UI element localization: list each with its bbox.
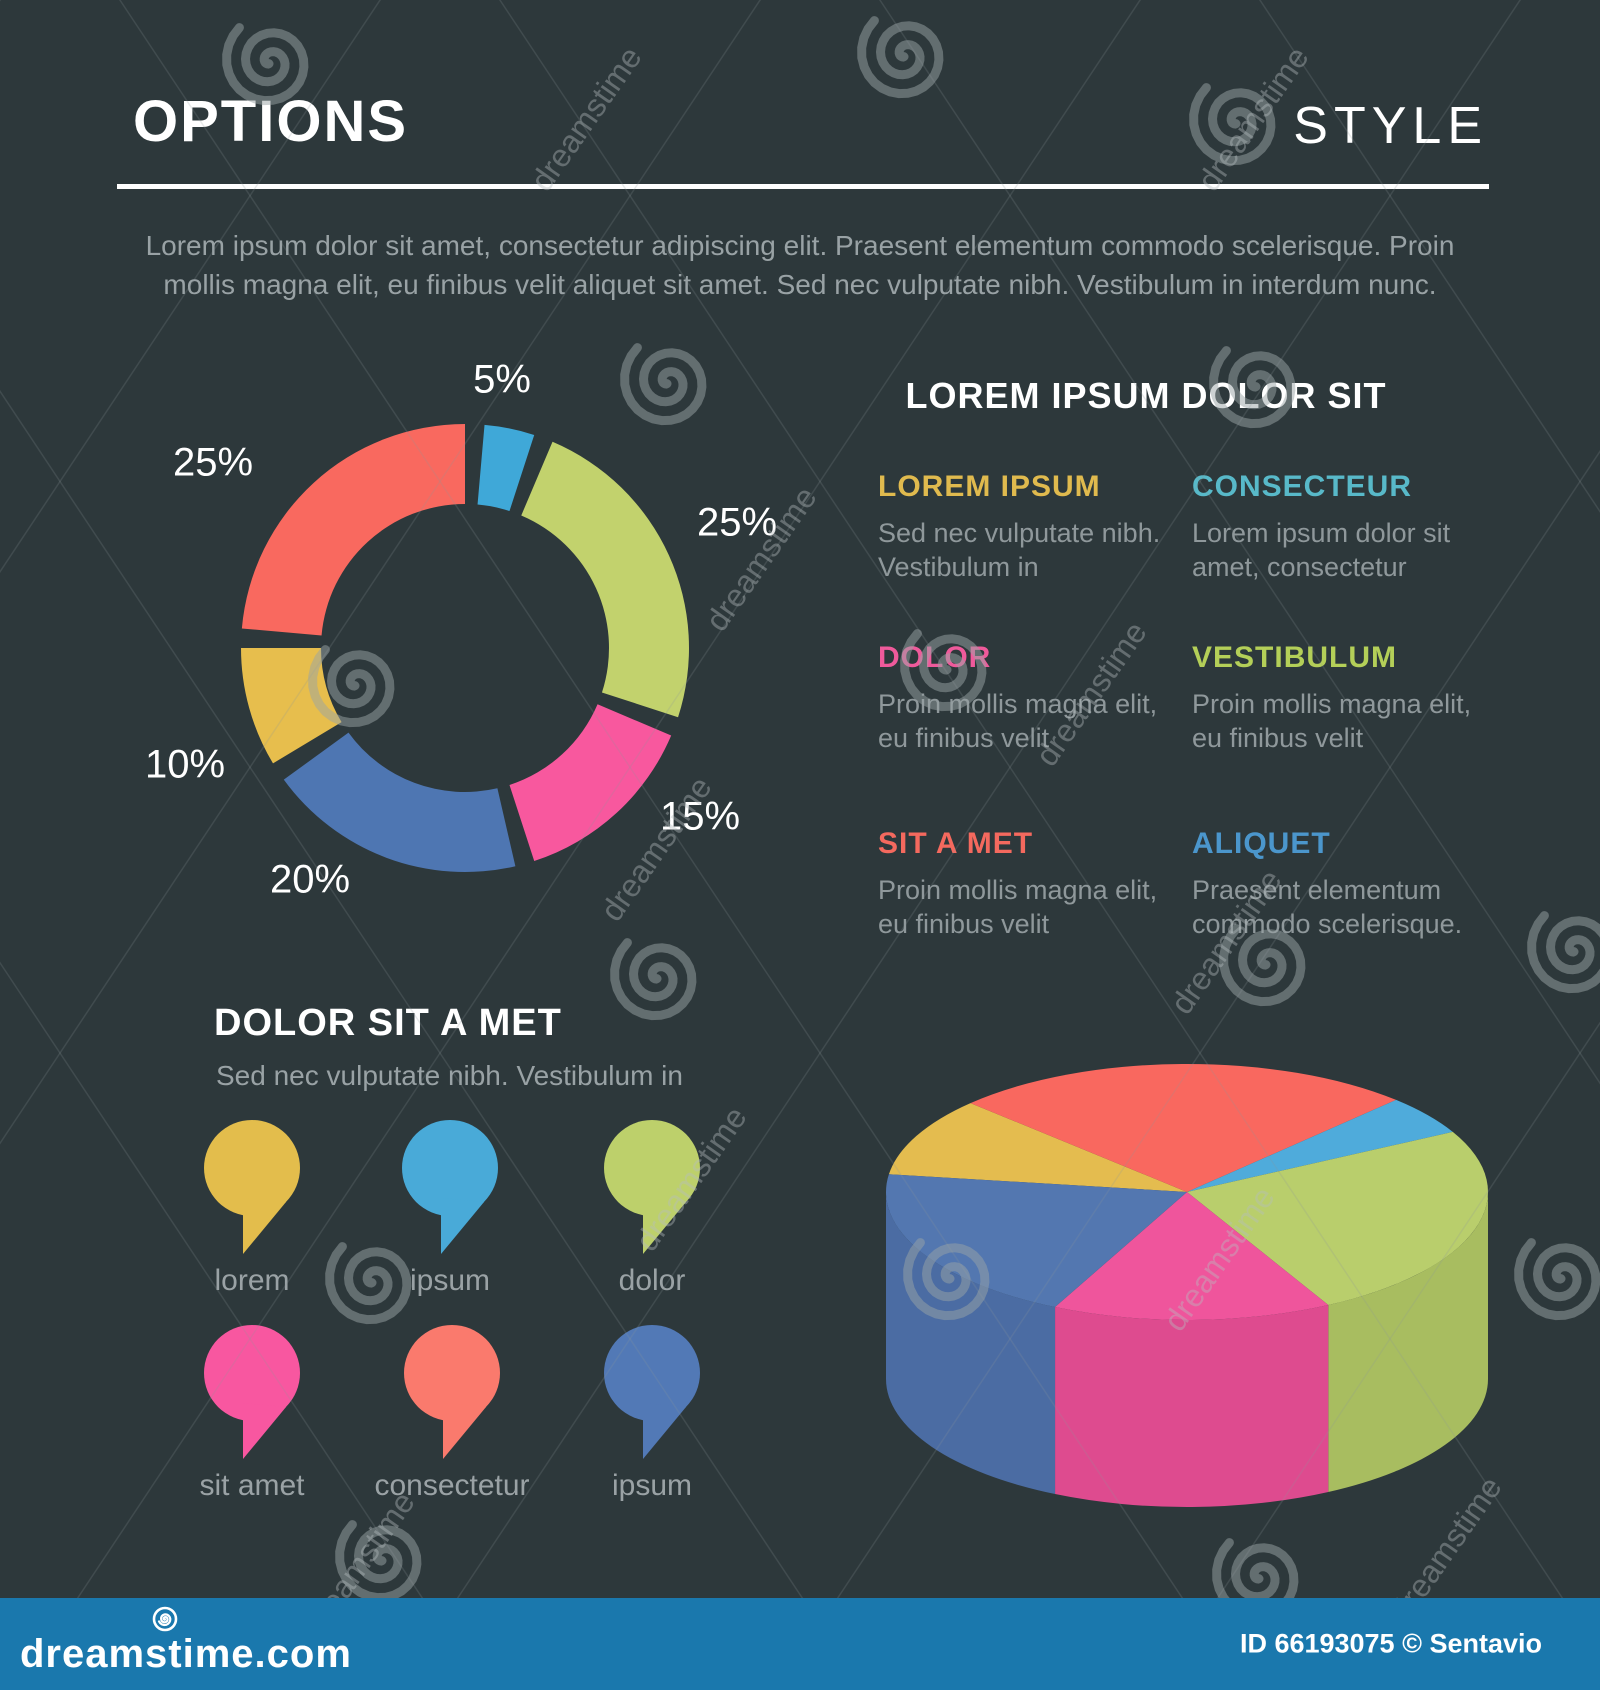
pie-top-slice [888, 1103, 1187, 1192]
spiral-watermark-icon [1527, 911, 1600, 994]
intro-line-1: Lorem ipsum dolor sit amet, consectetur … [145, 230, 1455, 261]
detail-item: DOLOR Proin mollis magna elit, eu finibu… [878, 641, 1168, 755]
donut-segment [477, 424, 535, 512]
page-title: OPTIONS [133, 89, 409, 154]
speech-bubble-icon [204, 1120, 300, 1254]
legend-item-label: lorem [214, 1264, 290, 1297]
detail-item-body: Proin mollis magna elit, eu finibus veli… [1192, 689, 1472, 753]
spiral-watermark-icon [620, 343, 707, 426]
legend-item-label: ipsum [611, 1469, 693, 1502]
pie-side-wall [1328, 1192, 1488, 1493]
spiral-watermark-icon [857, 16, 944, 99]
legend-item-label: ipsum [409, 1264, 491, 1297]
donut-segment [241, 648, 342, 764]
watermark-bar: dreamstime.com ID 66193075 © Sentavio [0, 1598, 1600, 1690]
pie-3d-chart [886, 1064, 1489, 1507]
legend-item-label: dolor [618, 1264, 686, 1297]
speech-bubble-icon [204, 1325, 300, 1459]
spiral-watermark-icon [610, 938, 697, 1021]
detail-item-body: Proin mollis magna elit, eu finibus veli… [878, 875, 1158, 939]
donut-percent-label: 15% [659, 794, 741, 839]
legend-item: consectetur [352, 1315, 552, 1503]
legend-subtitle: Sed nec vulputate nibh. Vestibulum in [216, 1060, 683, 1091]
header-divider [117, 184, 1489, 189]
detail-item-label: DOLOR [878, 641, 992, 674]
detail-item-label: ALIQUET [1192, 827, 1331, 860]
spiral-watermark-icon [335, 1520, 422, 1603]
donut-chart [241, 424, 689, 873]
donut-segment [521, 441, 689, 718]
donut-percent-label: 10% [144, 742, 226, 787]
detail-item: LOREM IPSUM Sed nec vulputate nibh. Vest… [878, 470, 1168, 584]
donut-percent-label: 25% [172, 440, 254, 485]
intro-paragraph: Lorem ipsum dolor sit amet, consectetur … [114, 226, 1486, 304]
detail-item-body: Praesent elementum commodo scelerisque. [1192, 875, 1463, 939]
detail-item-label: CONSECTEUR [1192, 470, 1413, 503]
speech-bubble-icon [604, 1120, 700, 1254]
donut-segment [241, 424, 465, 636]
donut-segment [283, 732, 516, 873]
donut-percent-label: 25% [696, 500, 778, 545]
watermark-text: dreamstime [523, 40, 648, 198]
detail-item-body: Proin mollis magna elit, eu finibus veli… [878, 689, 1158, 753]
detail-item: VESTIBULUM Proin mollis magna elit, eu f… [1192, 641, 1482, 755]
spiral-icon [152, 1606, 178, 1632]
detail-item: CONSECTEUR Lorem ipsum dolor sit amet, c… [1192, 470, 1482, 584]
speech-bubble-icon [402, 1120, 498, 1254]
donut-segment [509, 704, 672, 862]
detail-item-body: Sed nec vulputate nibh. Vestibulum in [878, 518, 1161, 582]
details-heading: LOREM IPSUM DOLOR SIT [905, 375, 1387, 416]
legend-heading: DOLOR SIT A MET [214, 1002, 562, 1044]
legend-item: dolor [552, 1110, 752, 1298]
spiral-watermark-icon [1189, 83, 1276, 166]
page-subtitle: STYLE [1293, 97, 1488, 155]
legend-item: ipsum [350, 1110, 550, 1298]
donut-percent-label: 5% [473, 357, 531, 402]
detail-item: SIT A MET Proin mollis magna elit, eu fi… [878, 827, 1168, 941]
pie-side-wall [1055, 1305, 1329, 1507]
spiral-watermark-icon [903, 1238, 990, 1321]
detail-item-label: VESTIBULUM [1192, 641, 1397, 674]
pie-top-slice [886, 1174, 1187, 1308]
intro-line-2: mollis magna elit, eu finibus velit aliq… [163, 269, 1437, 300]
spiral-watermark-icon [1514, 1238, 1600, 1321]
spiral-watermark-icon [308, 645, 395, 728]
detail-item-body: Lorem ipsum dolor sit amet, consectetur [1192, 518, 1451, 582]
pie-top-slice [1187, 1131, 1489, 1306]
speech-bubble-icon [604, 1325, 700, 1459]
pie-side-wall [886, 1192, 1056, 1495]
legend-item-label: consectetur [374, 1469, 530, 1502]
pie-top-slice [1055, 1192, 1329, 1320]
pie-top-slice [1187, 1099, 1453, 1192]
legend-item: sit amet [152, 1315, 352, 1503]
image-credit: ID 66193075 © Sentavio [1239, 1628, 1542, 1659]
detail-item-label: SIT A MET [878, 827, 1034, 860]
detail-item-label: LOREM IPSUM [878, 470, 1101, 503]
legend-item-label: sit amet [199, 1469, 305, 1502]
speech-bubble-icon [404, 1325, 500, 1459]
pie-top-slice [970, 1064, 1397, 1192]
detail-item: ALIQUET Praesent elementum commodo scele… [1192, 827, 1482, 941]
watermark-text: dreamstime [1156, 1180, 1281, 1338]
dreamstime-logo: dreamstime.com [20, 1632, 352, 1676]
legend-item: ipsum [552, 1315, 752, 1503]
legend-item: lorem [152, 1110, 352, 1298]
donut-percent-label: 20% [269, 857, 351, 902]
